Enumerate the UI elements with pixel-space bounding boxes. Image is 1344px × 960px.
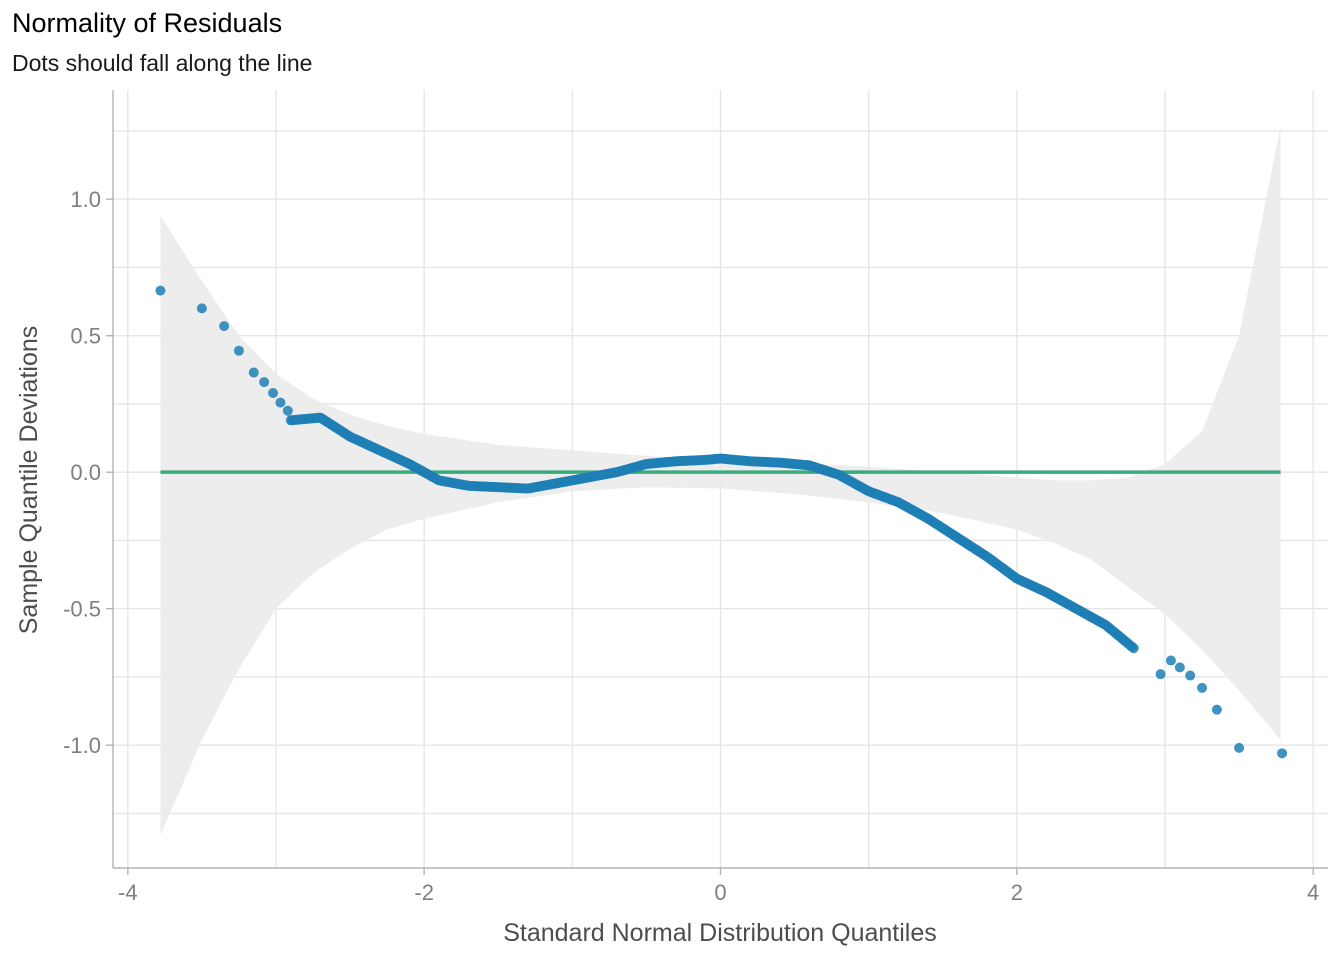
residual-point — [1197, 682, 1208, 693]
y-tick-label: -0.5 — [63, 597, 101, 622]
residual-point — [1277, 748, 1288, 759]
residual-point — [1155, 669, 1166, 680]
confidence-band — [160, 125, 1281, 836]
x-tick-label: -4 — [118, 880, 138, 905]
residual-point — [1185, 670, 1196, 681]
y-tick-label: 1.0 — [70, 187, 101, 212]
chart-title: Normality of Residuals — [12, 8, 283, 38]
residual-point — [259, 377, 270, 388]
x-tick-label: 2 — [1011, 880, 1023, 905]
y-tick-label: 0.0 — [70, 460, 101, 485]
residual-point — [233, 345, 244, 356]
chart-subtitle: Dots should fall along the line — [12, 50, 313, 76]
residual-point — [1165, 655, 1176, 666]
residual-point — [282, 405, 293, 416]
residual-point — [1234, 742, 1245, 753]
residual-point — [248, 367, 259, 378]
residual-point — [1174, 662, 1185, 673]
residual-point — [219, 321, 230, 332]
residual-point — [1211, 704, 1222, 715]
x-tick-label: 4 — [1307, 880, 1319, 905]
residual-point — [275, 397, 286, 408]
residual-point — [196, 303, 207, 314]
x-axis-title: Standard Normal Distribution Quantiles — [503, 919, 937, 947]
confidence-band-area — [160, 125, 1281, 836]
y-tick-label: 0.5 — [70, 324, 101, 349]
y-tick-label: -1.0 — [63, 733, 101, 758]
residual-point — [1128, 643, 1139, 654]
axes: -4 -2 0 2 4 -1.0 -0.5 0.0 0.5 1.0 — [63, 90, 1328, 905]
residual-point — [268, 388, 279, 399]
residual-points — [155, 285, 1288, 759]
x-tick-label: 0 — [714, 880, 726, 905]
x-tick-label: -2 — [414, 880, 434, 905]
residual-point — [155, 285, 166, 296]
y-axis-title: Sample Quantile Deviations — [15, 326, 43, 635]
